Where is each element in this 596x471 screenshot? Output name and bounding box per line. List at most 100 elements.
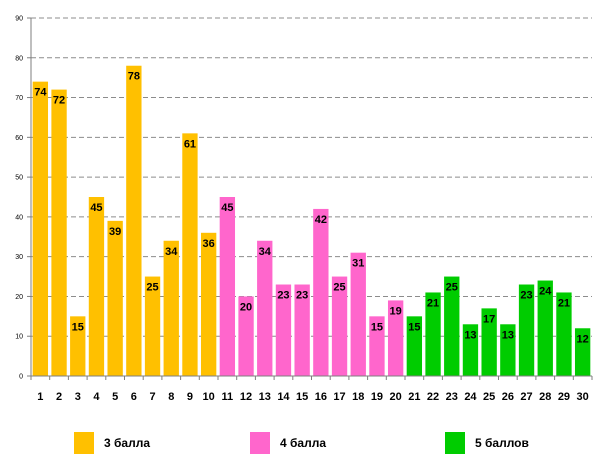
- data-label-3: 15: [72, 321, 84, 333]
- legend-item-3: 5 баллов: [445, 432, 529, 454]
- y-tick-label: 20: [15, 294, 23, 301]
- bar-17: [331, 276, 348, 376]
- x-tick-label: 11: [222, 391, 234, 403]
- bar-9: [182, 133, 198, 376]
- x-tick-label: 19: [371, 391, 383, 403]
- bar-28: [537, 280, 553, 376]
- data-label-4: 45: [90, 202, 102, 214]
- x-tick-label: 30: [577, 391, 589, 403]
- legend-label-3: 5 баллов: [475, 436, 529, 450]
- bar-8: [163, 240, 179, 376]
- x-tick-label: 7: [149, 391, 155, 403]
- data-label-21: 15: [408, 321, 420, 333]
- data-label-13: 34: [259, 246, 272, 258]
- data-label-8: 34: [165, 246, 178, 258]
- bar-19: [369, 316, 385, 376]
- data-label-11: 45: [221, 202, 233, 214]
- data-label-18: 31: [352, 258, 364, 270]
- data-label-29: 21: [558, 297, 570, 309]
- x-tick-label: 3: [75, 391, 81, 403]
- data-label-1: 74: [34, 87, 47, 99]
- data-label-7: 25: [146, 282, 158, 294]
- x-tick-label: 24: [464, 391, 477, 403]
- bar-5: [107, 220, 123, 376]
- bar-3: [70, 316, 86, 376]
- x-tick-label: 8: [168, 391, 174, 403]
- data-label-22: 21: [427, 297, 439, 309]
- data-label-30: 12: [577, 333, 589, 345]
- data-label-10: 36: [203, 238, 215, 250]
- bar-27: [518, 284, 535, 376]
- legend-swatch-2: [250, 432, 270, 454]
- data-label-6: 78: [128, 71, 140, 83]
- legend-item-2: 4 балла: [250, 432, 326, 454]
- data-label-5: 39: [109, 226, 121, 238]
- x-tick-label: 21: [408, 391, 420, 403]
- x-tick-label: 27: [520, 391, 532, 403]
- bars: 74 72 15 45 39 78 25 34 61 36 45 20 34 23 23 42 25 31 15 19…: [32, 65, 591, 377]
- y-tick-label: 60: [15, 135, 23, 142]
- data-label-14: 23: [277, 290, 289, 302]
- data-label-12: 20: [240, 301, 252, 313]
- legend-label-2: 4 балла: [280, 436, 327, 450]
- bar-7: [144, 276, 161, 376]
- y-tick-label: 70: [15, 95, 23, 102]
- legend-item-1: 3 балла: [74, 432, 150, 454]
- x-tick-label: 20: [390, 391, 402, 403]
- legend-swatch-1: [74, 432, 94, 454]
- x-tick-label: 10: [203, 391, 215, 403]
- bar-25: [481, 308, 497, 376]
- data-label-15: 23: [296, 290, 308, 302]
- data-label-19: 15: [371, 321, 383, 333]
- x-tick-label: 12: [240, 391, 252, 403]
- bar-6: [126, 65, 142, 376]
- x-tick-label: 26: [502, 391, 514, 403]
- x-tick-label: 1: [37, 391, 43, 403]
- x-tick-label: 6: [131, 391, 137, 403]
- bar-11: [219, 197, 236, 376]
- data-label-26: 13: [502, 329, 514, 341]
- y-tick-label: 0: [19, 374, 23, 381]
- bar-16: [313, 208, 329, 376]
- bar-30: [574, 328, 591, 376]
- x-tick-label: 17: [333, 391, 345, 403]
- data-label-2: 72: [53, 95, 65, 107]
- x-tick-label: 13: [259, 391, 271, 403]
- legend-label-1: 3 балла: [104, 436, 151, 450]
- data-label-20: 19: [390, 305, 402, 317]
- bar-20: [387, 300, 404, 376]
- y-tick-label: 90: [15, 16, 23, 23]
- y-tick-label: 80: [15, 55, 23, 62]
- x-tick-label: 14: [277, 391, 290, 403]
- bar-1: [32, 81, 49, 377]
- bar-2: [51, 89, 67, 376]
- bar-24: [462, 324, 479, 376]
- bar-29: [556, 292, 572, 376]
- bar-22: [425, 292, 441, 376]
- bar-26: [500, 324, 516, 376]
- bar-10: [200, 232, 217, 376]
- data-label-23: 25: [446, 282, 458, 294]
- data-label-24: 13: [464, 329, 476, 341]
- data-label-28: 24: [539, 286, 552, 298]
- y-tick-label: 30: [15, 254, 23, 261]
- y-tick-label: 10: [15, 334, 23, 341]
- x-tick-label: 16: [315, 391, 327, 403]
- data-label-16: 42: [315, 214, 327, 226]
- x-tick-label: 23: [446, 391, 458, 403]
- x-tick-label: 18: [352, 391, 364, 403]
- bar-18: [350, 252, 366, 376]
- x-tick-label: 5: [112, 391, 118, 403]
- x-tick-label: 29: [558, 391, 570, 403]
- data-label-9: 61: [184, 138, 196, 150]
- x-tick-label: 22: [427, 391, 439, 403]
- data-label-27: 23: [520, 290, 532, 302]
- legend-swatch-3: [445, 432, 465, 454]
- x-tick-label: 2: [56, 391, 62, 403]
- bar-12: [238, 296, 254, 376]
- x-tick-label: 25: [483, 391, 495, 403]
- bar-23: [444, 276, 460, 376]
- bar-15: [294, 284, 310, 376]
- y-axis: 0 10 20 30 40 50 60 70 80 90: [15, 16, 32, 381]
- x-tick-label: 28: [539, 391, 551, 403]
